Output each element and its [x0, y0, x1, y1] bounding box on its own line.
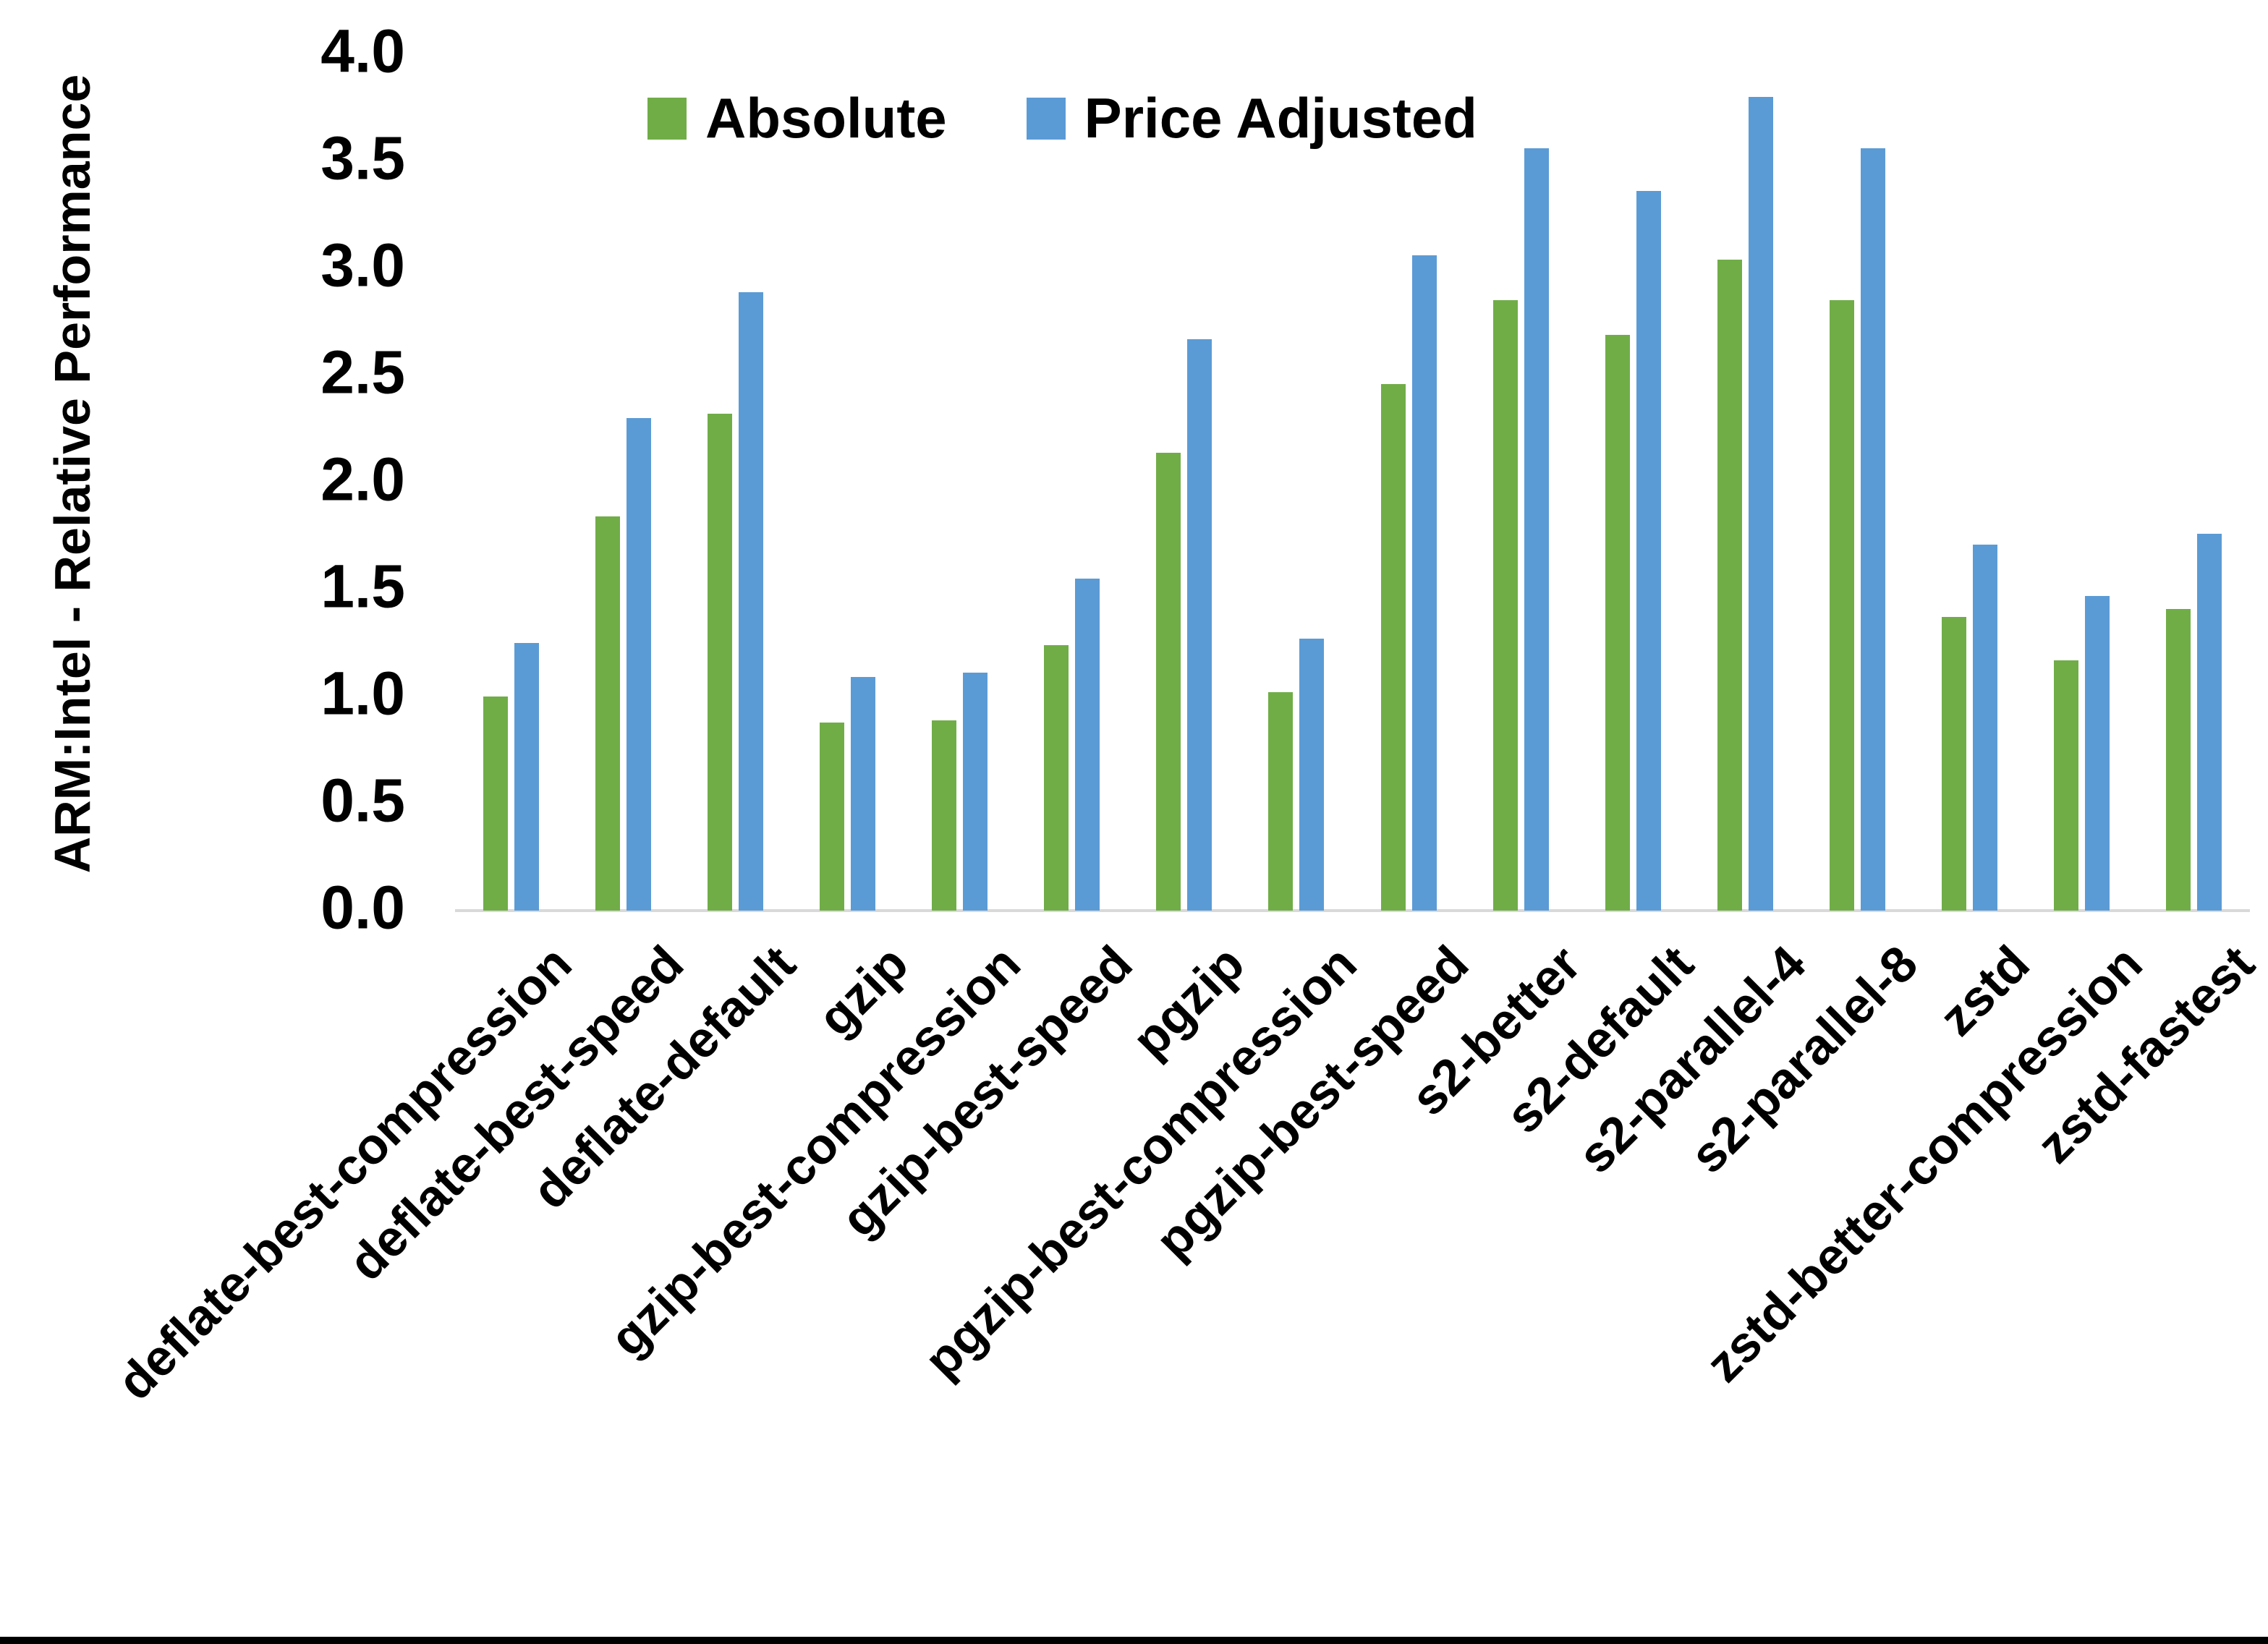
bar-absolute [1605, 335, 1630, 911]
y-tick-label: 2.5 [320, 338, 405, 406]
legend-swatch-icon [1026, 97, 1066, 140]
y-tick-label: 4.0 [320, 17, 405, 85]
bar-price-adjusted [627, 418, 652, 911]
bar-absolute [1717, 260, 1742, 911]
bar-price-adjusted [514, 643, 540, 911]
bar-absolute [1380, 384, 1406, 911]
bar-absolute [1044, 645, 1069, 911]
bottom-border-strip [0, 1637, 2268, 1644]
bar-price-adjusted [2196, 534, 2222, 911]
legend-item: Price Adjusted [1026, 85, 1477, 151]
bar-absolute [483, 697, 509, 911]
bar-absolute [2053, 660, 2078, 911]
legend-label: Absolute [705, 86, 947, 150]
bar-absolute [708, 414, 733, 911]
bar-price-adjusted [1524, 148, 1549, 911]
bar-absolute [1268, 692, 1294, 911]
bar-absolute [1156, 453, 1181, 911]
y-tick-label: 0.5 [320, 766, 405, 835]
y-tick-label: 2.0 [320, 445, 405, 514]
x-axis-line [455, 909, 2250, 912]
legend-label: Price Adjusted [1084, 86, 1477, 150]
bar-absolute [932, 720, 957, 911]
bar-price-adjusted [1748, 97, 1773, 911]
bar-price-adjusted [1299, 639, 1325, 911]
y-tick-label: 3.0 [320, 231, 405, 299]
bar-absolute [820, 723, 845, 911]
y-tick-label: 0.0 [320, 873, 405, 942]
legend-swatch-icon [647, 97, 687, 140]
bar-price-adjusted [1860, 148, 1885, 911]
bar-price-adjusted [1636, 191, 1661, 911]
legend: Absolute Price Adjusted [647, 85, 1477, 151]
bar-absolute [1829, 300, 1854, 911]
legend-item: Absolute [647, 85, 947, 151]
bar-price-adjusted [2084, 596, 2110, 911]
y-tick-label: 3.5 [320, 124, 405, 192]
bar-price-adjusted [851, 677, 876, 911]
bar-price-adjusted [963, 673, 988, 911]
y-tick-label: 1.5 [320, 552, 405, 621]
y-tick-label: 1.0 [320, 659, 405, 728]
bar-price-adjusted [1075, 579, 1100, 911]
bar-absolute [595, 516, 621, 911]
y-axis-title: ARM:Intel - Relative Performance [44, 74, 101, 874]
bar-price-adjusted [739, 292, 764, 911]
bar-price-adjusted [1972, 545, 1997, 911]
bar-absolute [1941, 617, 1966, 911]
bar-absolute [2165, 609, 2191, 911]
bar-price-adjusted [1411, 255, 1437, 911]
bar-price-adjusted [1187, 339, 1212, 911]
bar-absolute [1492, 300, 1518, 911]
x-category-label: deflate-best-compression [106, 934, 582, 1411]
